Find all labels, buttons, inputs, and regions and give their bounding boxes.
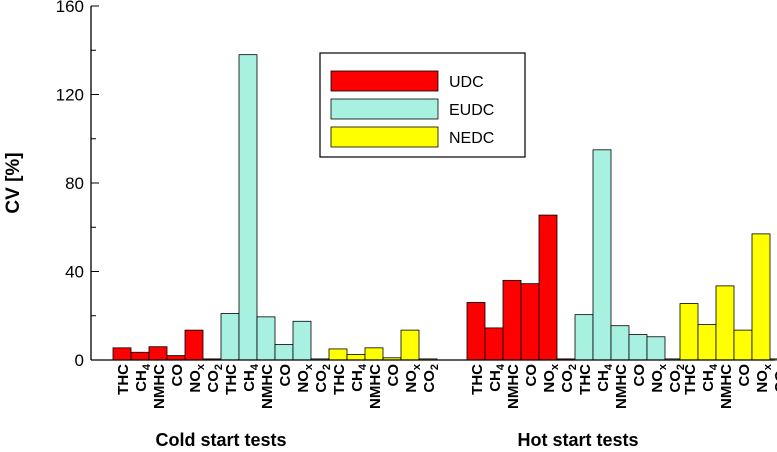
- bar-udc-co: [520, 283, 540, 361]
- category-tick-label: CH4: [487, 363, 507, 392]
- category-tick-label: CO2: [205, 364, 225, 393]
- category-tick-label: CO2: [667, 364, 687, 393]
- category-tick-label: NMHC: [505, 364, 522, 409]
- bar-eudc-nox: [646, 336, 666, 361]
- bar-nedc-ch4: [697, 324, 717, 361]
- category-tick-label: NMHC: [259, 364, 276, 409]
- category-tick-label: THC: [682, 364, 699, 395]
- bar-udc-nmhc: [148, 346, 168, 361]
- bar-eudc-nmhc: [610, 325, 630, 361]
- bar-udc-nox: [538, 214, 558, 361]
- category-tick-label: THC: [577, 364, 594, 395]
- category-tick-label: NMHC: [151, 364, 168, 409]
- category-tick-label: NOx: [187, 363, 207, 393]
- category-tick-label: CO: [169, 364, 186, 387]
- legend-label-udc: UDC: [449, 74, 484, 91]
- legend-label-nedc: NEDC: [449, 130, 494, 147]
- category-tick-label: CH4: [700, 363, 720, 392]
- bar-udc-ch4: [130, 351, 150, 361]
- legend-swatch-udc: [330, 70, 439, 92]
- category-tick-label: CO2: [313, 364, 333, 393]
- bar-eudc-thc: [220, 313, 240, 361]
- category-tick-label: NOx: [649, 363, 669, 393]
- y-tick-label: 120: [56, 86, 84, 105]
- bar-nedc-co: [733, 329, 753, 361]
- bar-eudc-co: [628, 334, 648, 361]
- legend-swatch-eudc: [330, 98, 439, 120]
- bar-udc-nox: [184, 329, 204, 361]
- bar-eudc-nmhc: [256, 316, 276, 361]
- category-tick-label: CH4: [133, 363, 153, 392]
- bar-udc-thc: [466, 302, 486, 361]
- group-label: Cold start tests: [155, 430, 286, 450]
- category-tick-label: CO: [277, 364, 294, 387]
- category-tick-label: CH4: [595, 363, 615, 392]
- bar-eudc-ch4: [238, 54, 258, 361]
- category-tick-label: CO: [736, 364, 753, 387]
- category-tick-label: CO: [385, 364, 402, 387]
- category-tick-label: NOx: [403, 363, 423, 393]
- category-tick-label: CO2: [421, 364, 441, 393]
- category-tick-label: NOx: [295, 363, 315, 393]
- category-tick-label: THC: [115, 364, 132, 395]
- y-tick-label: 160: [56, 0, 84, 16]
- y-tick-label: 80: [65, 174, 84, 193]
- bar-nedc-nox: [400, 329, 420, 361]
- bar-eudc-nox: [292, 320, 312, 361]
- category-tick-label: CH4: [349, 363, 369, 392]
- category-tick-label: CH4: [241, 363, 261, 392]
- bar-nedc-ch4: [346, 354, 366, 361]
- legend-swatch-nedc: [330, 126, 439, 148]
- bar-udc-thc: [112, 347, 132, 361]
- y-tick-label: 0: [75, 351, 84, 370]
- bar-eudc-co: [274, 344, 294, 361]
- bar-udc-ch4: [484, 327, 504, 361]
- category-tick-label: THC: [331, 364, 348, 395]
- bar-nedc-nox: [751, 233, 771, 361]
- bar-eudc-ch4: [592, 149, 612, 361]
- bar-eudc-thc: [574, 314, 594, 361]
- bar-nedc-thc: [328, 348, 348, 361]
- category-tick-label: CO: [631, 364, 648, 387]
- category-tick-label: THC: [469, 364, 486, 395]
- category-tick-label: CO: [523, 364, 540, 387]
- legend: UDC EUDC NEDC: [319, 52, 526, 158]
- bar-udc-nmhc: [502, 279, 522, 361]
- category-tick-label: CO2: [559, 364, 579, 393]
- axes-layer: [90, 5, 775, 361]
- bar-nedc-nmhc: [715, 285, 735, 361]
- category-tick-label: NOx: [754, 363, 774, 393]
- category-tick-label: NMHC: [613, 364, 630, 409]
- category-tick-label: CO2: [772, 364, 777, 393]
- y-tick-label: 40: [65, 263, 84, 282]
- bar-nedc-thc: [679, 303, 699, 361]
- group-label: Hot start tests: [517, 430, 638, 450]
- legend-label-eudc: EUDC: [449, 102, 494, 119]
- bar-udc-co: [166, 355, 186, 361]
- y-axis-label: CV [%]: [3, 152, 24, 213]
- category-tick-label: NMHC: [367, 364, 384, 409]
- category-tick-label: THC: [223, 364, 240, 395]
- category-tick-label: NMHC: [718, 364, 735, 409]
- category-tick-label: NOx: [541, 363, 561, 393]
- bar-nedc-nmhc: [364, 347, 384, 361]
